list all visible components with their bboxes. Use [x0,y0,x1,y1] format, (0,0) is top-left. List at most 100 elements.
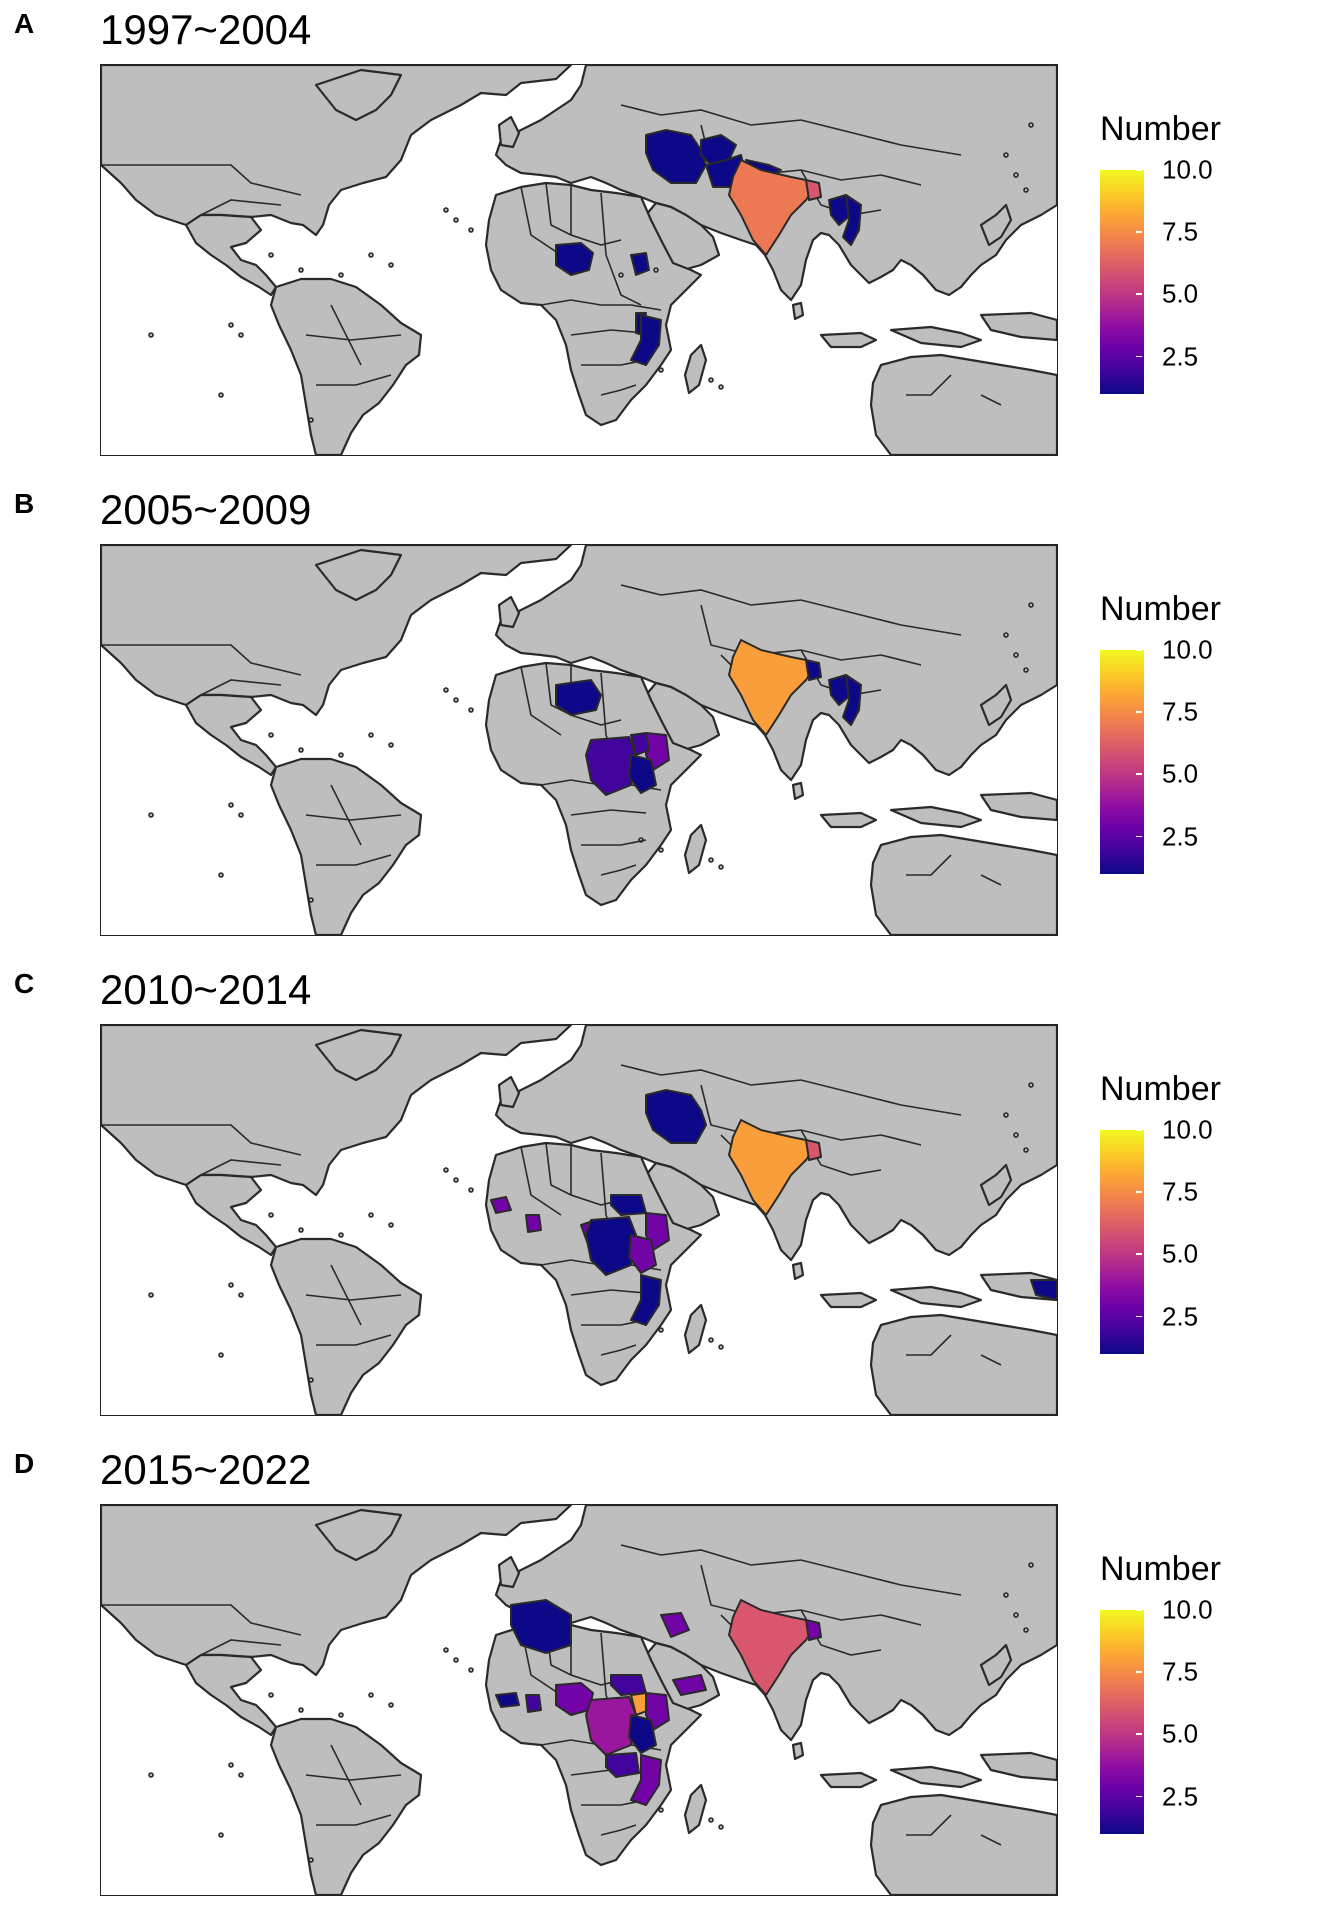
island [443,687,449,693]
map-canvas: AlgeriaIraqYemenGuineaGhanaNigeriaSouth … [101,1505,1057,1895]
country-border [600,384,637,396]
land-mass [184,1653,278,1737]
country-border [101,164,302,196]
legend-tick-label: 2.5 [1162,341,1199,372]
island [1003,632,1009,638]
island [708,1337,714,1343]
island [298,1227,304,1233]
country-border [316,374,392,386]
country-border [980,1354,1002,1366]
island [468,707,474,713]
country-border [906,1814,952,1836]
island [228,322,234,328]
island [338,1712,344,1718]
country-border [101,1124,302,1156]
land-mass [819,1291,878,1309]
land-mass [889,1765,983,1789]
island [388,1222,394,1228]
island [443,1647,449,1653]
legend-tick [1136,1795,1142,1798]
country-border [200,199,282,216]
land-mass [791,781,805,801]
land-mass [497,595,521,629]
panel-letter: D [14,1448,35,1479]
island [1023,1147,1029,1153]
legend-tick-label: 5.0 [1162,278,1199,309]
island [268,252,274,258]
country-laos: Laos [828,194,852,226]
world-map: AlgeriaIraqYemenGuineaGhanaNigeriaSouth … [100,1504,1058,1896]
legend-tick [1136,711,1142,713]
country-guinea: Guinea [495,1692,520,1708]
land-mass [101,1025,573,1197]
island [298,747,304,753]
map-panel-a: A 1997~2004 IranAfghanistanPakistanNepal… [0,0,1344,480]
island [1003,1112,1009,1118]
country-bangladesh: Bangladesh [805,179,822,201]
island [308,417,314,423]
legend-color-bar [1100,1610,1144,1834]
country-border [330,1264,362,1326]
legend-tick-label: 10.0 [1162,634,1213,665]
island [388,742,394,748]
island [658,847,664,853]
land-mass [269,1717,423,1895]
island [148,1292,154,1298]
island [218,392,224,398]
country-border [520,1146,562,1216]
country-border [316,1814,392,1826]
legend-tick-label: 10.0 [1162,1594,1213,1625]
country-border [600,1344,637,1356]
island [1028,1082,1034,1088]
island [148,812,154,818]
country-border [305,334,402,341]
map-canvas: IranIndiaBangladeshSenegalGhanaCameroonS… [101,1025,1057,1415]
country-india: India [728,1599,817,1696]
island [443,207,449,213]
legend-tick [1136,169,1142,171]
country-bangladesh: Bangladesh [805,1619,822,1641]
country-iraq: Iraq [660,1612,690,1638]
legend-tick [1136,1191,1142,1193]
land-mass [889,805,983,829]
legend-color-bar [1100,1130,1144,1354]
island [368,1212,374,1218]
legend-tick-label: 10.0 [1162,154,1213,185]
island [148,1772,154,1778]
legend-tick-label: 5.0 [1162,758,1199,789]
island [218,1832,224,1838]
land-mass [269,757,423,935]
legend-tick [1136,1253,1142,1255]
map-panel-b: B 2005~2009 NigerDR CongoKenyaUgandaTanz… [0,480,1344,960]
country-border [540,299,662,311]
legend-tick-label: 7.5 [1162,696,1199,727]
land-mass [101,65,573,237]
country-border [581,839,647,846]
panel-title: 2005~2009 [100,486,312,533]
country-border [200,679,282,696]
world-map: IranIndiaBangladeshSenegalGhanaCameroonS… [100,1024,1058,1416]
country-laos: Laos [828,674,852,706]
map-panel-d: D 2015~2022 Algeria Iraq Yemen Guinea Ghana N… [0,1440,1344,1920]
legend-tick [1136,835,1142,838]
country-yemen: Yemen [672,1674,707,1696]
country-border [545,1142,572,1196]
legend-tick [1136,1315,1142,1318]
country-india: India [728,639,817,736]
country-border [980,874,1002,886]
country-mozambique: Mozambique [630,1274,662,1326]
map-panel-c: C 2010~2014 Iran IndiaBangladesh Senegal Gh… [0,960,1344,1440]
legend-color-bar [1100,650,1144,874]
country-india: India [728,1119,817,1216]
country-border [600,192,642,306]
land-mass [979,311,1057,342]
country-border [520,666,562,736]
island [708,857,714,863]
island [218,1352,224,1358]
color-legend: Number 10.0 7.5 5.0 2.5 [1100,1070,1300,1370]
land-mass [497,1075,521,1109]
island [718,384,724,390]
land-mass [184,693,278,777]
island [1013,1132,1019,1138]
land-mass [683,343,708,395]
